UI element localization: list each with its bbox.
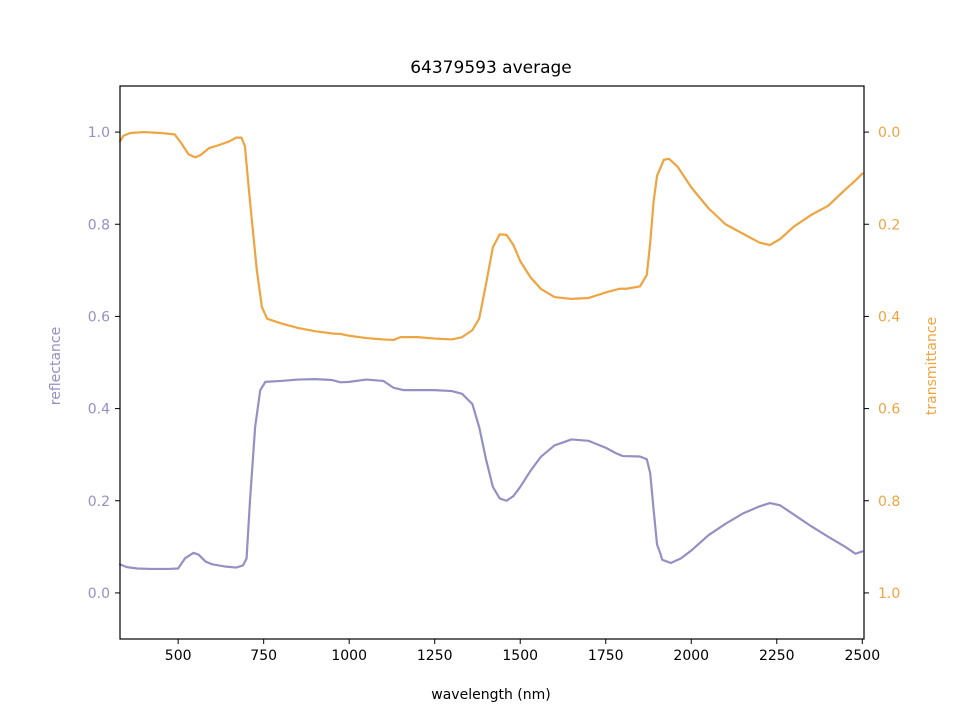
left-y-tick-label: 0.0 [88, 586, 110, 602]
x-tick-label: 1000 [331, 648, 367, 664]
left-y-tick-label: 0.8 [88, 217, 110, 233]
left-y-tick-label: 0.4 [88, 402, 110, 418]
plot-frame [119, 85, 865, 640]
right-y-tick-label: 0.8 [878, 494, 900, 510]
chart-title: 64379593 average [410, 58, 572, 78]
right-y-tick-label: 0.0 [878, 125, 900, 141]
x-axis-label: wavelength (nm) [431, 687, 550, 703]
reflectance-line [118, 377, 864, 571]
x-tick-label: 2500 [844, 648, 880, 664]
axis-ticks: 500 750 1000 1250 1500 1750 2000 2250 2500 0.0 0.2… [88, 125, 901, 664]
x-tick-label: 1250 [417, 648, 453, 664]
x-tick-label: 2000 [673, 648, 709, 664]
x-tick-label: 2250 [759, 648, 795, 664]
x-tick-label: 750 [250, 648, 277, 664]
left-y-tick-label: 1.0 [88, 125, 110, 141]
x-tick-label: 500 [165, 648, 192, 664]
plot-lines [118, 130, 864, 571]
right-y-tick-label: 0.6 [878, 402, 900, 418]
right-y-tick-label: 0.2 [878, 217, 900, 233]
x-tick-label: 1500 [502, 648, 538, 664]
left-y-tick-label: 0.2 [88, 494, 110, 510]
right-y-tick-label: 0.4 [878, 309, 900, 325]
x-tick-label: 1750 [588, 648, 624, 664]
transmittance-line [118, 130, 864, 342]
right-y-tick-label: 1.0 [878, 586, 900, 602]
left-y-tick-label: 0.6 [88, 309, 110, 325]
right-y-axis-label: transmittance [924, 317, 940, 415]
left-y-axis-label: reflectance [48, 327, 64, 405]
